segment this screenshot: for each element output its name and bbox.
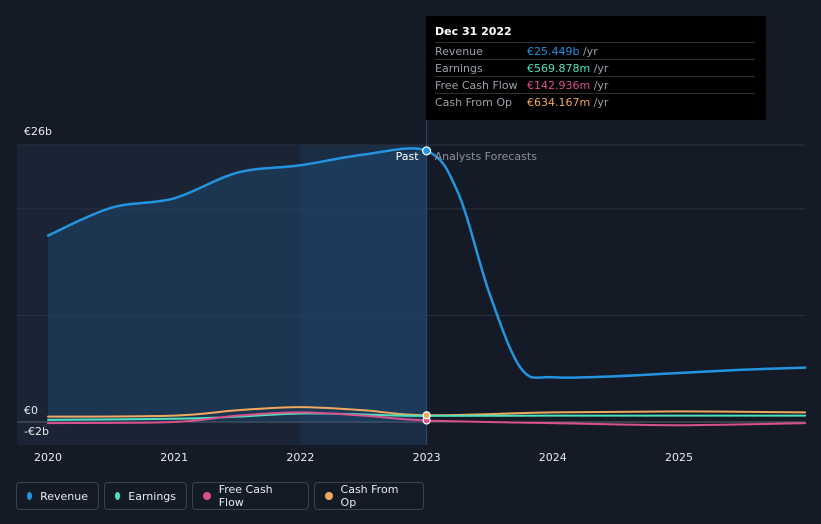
- legend-dot-icon: [27, 492, 33, 500]
- legend-label: Revenue: [40, 489, 88, 503]
- chart-legend: Revenue Earnings Free Cash Flow Cash Fro…: [16, 482, 424, 512]
- legend-dot-icon: [203, 492, 211, 500]
- tooltip-value: €569.878m /yr: [527, 62, 609, 75]
- x-tick-label: 2023: [413, 451, 441, 464]
- series-line-free-cash-flow: [47, 411, 807, 427]
- tooltip-row-revenue: Revenue €25.449b /yr: [435, 42, 755, 59]
- tooltip-label: Revenue: [435, 45, 483, 58]
- tooltip-value: €142.936m /yr: [527, 79, 609, 92]
- x-tick-label: 2022: [286, 451, 314, 464]
- tooltip-label: Cash From Op: [435, 96, 513, 109]
- legend-item-cash-from-op[interactable]: Cash From Op: [314, 482, 424, 510]
- legend-dot-icon: [325, 492, 333, 500]
- tooltip-label: Earnings: [435, 62, 483, 75]
- revenue-area: [48, 150, 427, 422]
- x-tick-label: 2025: [665, 451, 693, 464]
- tooltip-row-earnings: Earnings €569.878m /yr: [435, 59, 755, 76]
- y-tick-label: -€2b: [24, 425, 49, 438]
- forecast-label: Analysts Forecasts: [435, 150, 538, 163]
- past-label: Past: [396, 150, 420, 163]
- tooltip-date: Dec 31 2022: [435, 25, 512, 38]
- x-tick-label: 2021: [160, 451, 188, 464]
- x-axis-ticks: 2020 2021 2022 2023 2024 2025: [34, 451, 693, 464]
- series-lines: [46, 147, 807, 427]
- x-tick-label: 2020: [34, 451, 62, 464]
- tooltip-value: €634.167m /yr: [527, 96, 609, 109]
- legend-label: Cash From Op: [340, 483, 399, 509]
- hover-tooltip: Dec 31 2022 Revenue €25.449b /yr Earning…: [426, 16, 766, 120]
- legend-item-revenue[interactable]: Revenue: [16, 482, 99, 510]
- y-tick-label: €0: [24, 404, 38, 417]
- tooltip-label: Free Cash Flow: [435, 79, 518, 92]
- y-axis-ticks: €26b €0 -€2b: [24, 125, 52, 438]
- series-line-cash-from-op: [47, 406, 807, 418]
- series-line-revenue: [46, 147, 807, 379]
- hover-markers: [422, 146, 432, 425]
- legend-label: Free Cash Flow: [218, 483, 273, 509]
- tooltip-row-free-cash-flow: Free Cash Flow €142.936m /yr: [435, 76, 755, 93]
- legend-dot-icon: [115, 492, 121, 500]
- marker-cash-from-op: [422, 411, 431, 420]
- series-line-earnings: [47, 412, 807, 421]
- legend-item-free-cash-flow[interactable]: Free Cash Flow: [192, 482, 309, 510]
- marker-revenue: [422, 146, 432, 156]
- tooltip-value: €25.449b /yr: [527, 45, 598, 58]
- tooltip-row-cash-from-op: Cash From Op €634.167m /yr: [435, 93, 755, 110]
- y-tick-label: €26b: [24, 125, 52, 138]
- x-tick-label: 2024: [539, 451, 567, 464]
- legend-label: Earnings: [128, 489, 176, 503]
- past-region-highlight: [300, 145, 427, 445]
- legend-item-earnings[interactable]: Earnings: [104, 482, 187, 510]
